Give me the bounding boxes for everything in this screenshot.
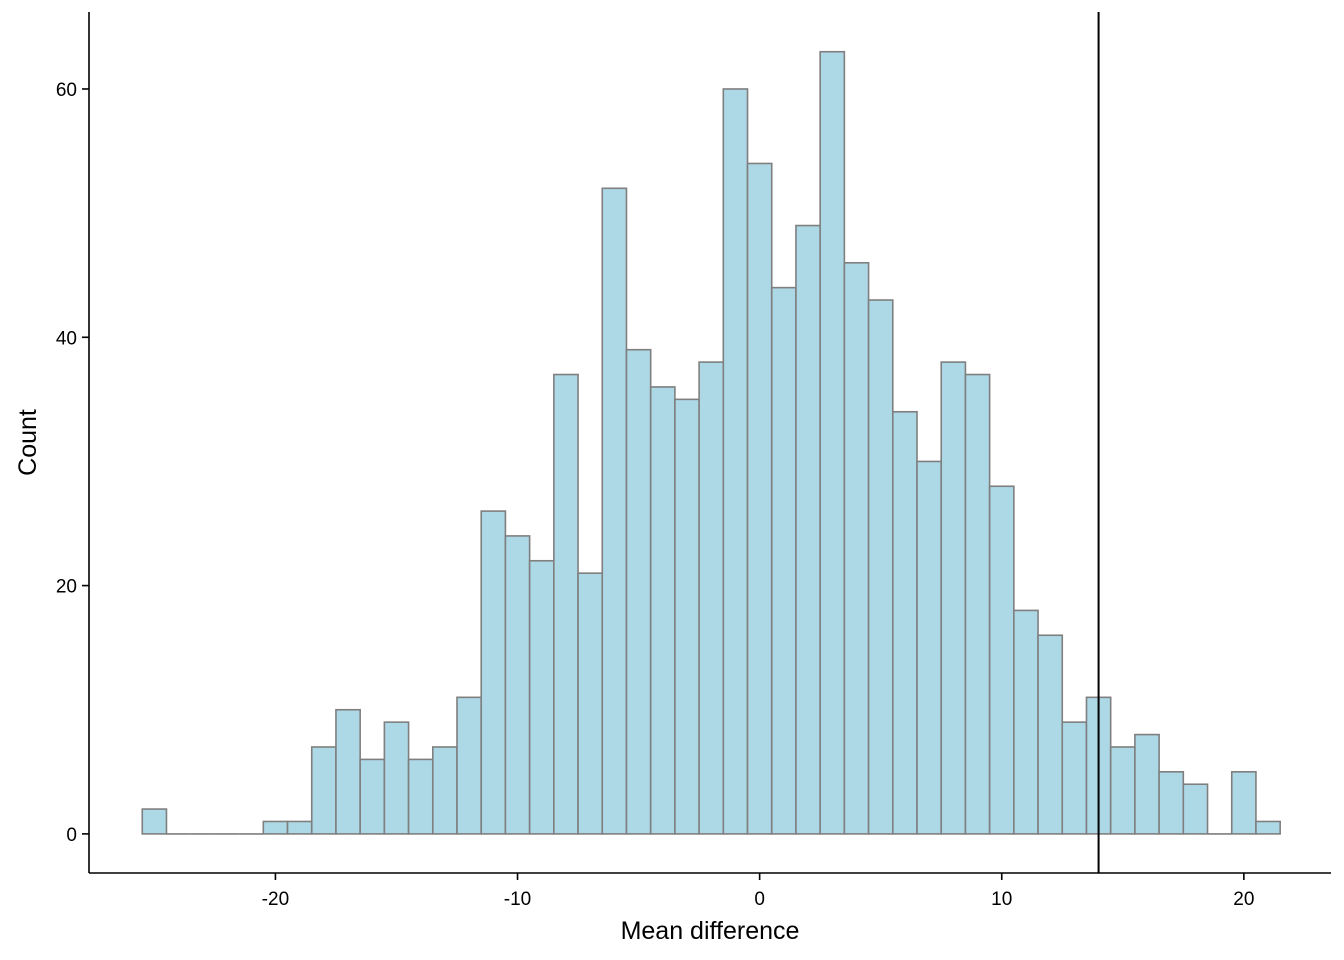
histogram-bar: [141, 808, 168, 835]
y-axis-title: Count: [14, 409, 42, 476]
histogram-bar: [770, 286, 797, 835]
x-tick-label: 10: [991, 889, 1012, 910]
histogram-bar: [698, 361, 725, 835]
histogram-bar: [1255, 820, 1281, 835]
histogram-bar: [891, 410, 918, 835]
x-tick-label: -20: [262, 889, 289, 910]
histogram-bar: [1109, 746, 1136, 835]
histogram-bar: [916, 460, 943, 835]
histogram-bar: [819, 50, 846, 835]
histogram-bar: [795, 224, 821, 835]
y-tick-label: 20: [56, 577, 77, 598]
x-tick-label: 0: [754, 889, 765, 910]
histogram-bar: [553, 373, 579, 835]
histogram-bar: [746, 162, 773, 835]
y-axis-ticks: 0 20 40 60: [56, 80, 89, 846]
histogram-bar: [867, 299, 894, 835]
histogram-bar: [335, 708, 361, 835]
histogram-bar: [528, 559, 555, 835]
histogram-bar: [674, 398, 700, 835]
x-axis-title: Mean difference: [621, 917, 800, 945]
histogram-bar: [383, 721, 410, 835]
histogram-bar: [407, 758, 434, 835]
histogram-bar: [649, 386, 676, 835]
histogram-bar: [722, 88, 749, 835]
histogram-bar: [504, 535, 531, 835]
histogram-bar: [1158, 771, 1185, 835]
histogram-bar: [359, 758, 386, 835]
histogram-bars: [141, 50, 1281, 835]
histogram-bar: [601, 187, 628, 835]
y-tick-label: 0: [66, 825, 77, 846]
histogram-bar: [843, 261, 870, 835]
y-tick-label: 60: [56, 80, 77, 101]
histogram-bar: [310, 746, 337, 835]
x-axis-ticks: -20 -10 0 10 20: [262, 873, 1254, 910]
histogram-bar: [431, 746, 458, 835]
x-tick-label: -10: [504, 889, 531, 910]
histogram-bar: [1061, 721, 1088, 835]
histogram-bar: [1134, 733, 1160, 835]
histogram-bar: [1230, 771, 1257, 835]
y-tick-label: 40: [56, 328, 77, 349]
histogram-bar: [577, 572, 604, 835]
histogram-bar: [1037, 634, 1064, 835]
histogram-bar: [988, 485, 1015, 835]
axes: [88, 12, 1331, 874]
histogram-bar: [625, 348, 652, 835]
histogram-bar: [480, 510, 507, 835]
histogram-bar: [964, 373, 991, 835]
histogram-bar: [286, 820, 313, 835]
histogram-bar: [1013, 609, 1039, 835]
histogram-bar: [456, 696, 483, 835]
histogram-bar: [1182, 783, 1209, 835]
histogram-bar: [940, 361, 967, 835]
histogram-bar: [262, 820, 289, 835]
x-tick-label: 20: [1233, 889, 1254, 910]
